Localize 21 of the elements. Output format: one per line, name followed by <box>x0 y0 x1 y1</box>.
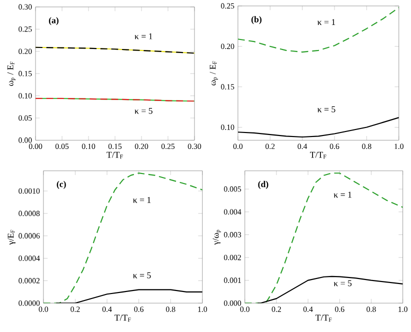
y-axis-title: γ/ω$_{p}$ <box>212 230 221 245</box>
y-axis-title: ω$_{p}$ / E$_{F}$ <box>7 62 16 86</box>
annotation: κ = 5 <box>133 272 151 278</box>
annotation: κ = 5 <box>317 106 336 112</box>
line-series <box>238 117 399 138</box>
annotation: κ = 5 <box>334 280 352 286</box>
x-axis-title: T/T$_{F}$ <box>315 314 332 322</box>
annotation: κ = 1 <box>134 33 152 40</box>
x-axis-title: T/T$_{F}$ <box>106 152 123 159</box>
annotation: (b) <box>251 16 262 24</box>
x-axis-title: T/T$_{F}$ <box>310 152 326 159</box>
annotation: κ = 1 <box>133 197 151 203</box>
x-axis-title: T/T$_{F}$ <box>114 314 131 322</box>
y-axis-title: γ/E$_{F}$ <box>8 230 16 245</box>
annotation: (c) <box>56 181 66 190</box>
annotation: κ = 1 <box>334 192 352 198</box>
annotation: κ = 5 <box>134 108 152 114</box>
annotation: κ = 1 <box>317 19 336 26</box>
y-axis-title: ω$_{p}$ / E$_{F}$ <box>210 61 218 86</box>
annotation: (a) <box>48 17 58 26</box>
annotation: (d) <box>258 181 268 190</box>
